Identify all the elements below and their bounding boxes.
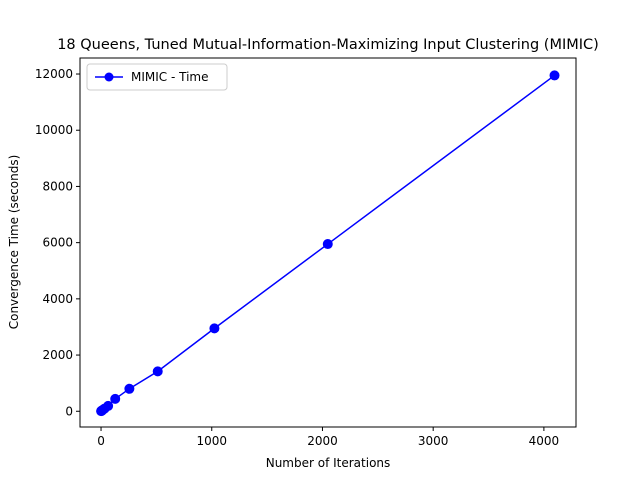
legend: MIMIC - Time [86, 63, 228, 91]
y-tick-label: 12000 [35, 67, 73, 81]
x-tick-label: 2000 [307, 434, 338, 448]
y-tick-label: 0 [65, 404, 73, 418]
series-layer [96, 70, 560, 417]
x-tick-label: 0 [97, 434, 105, 448]
chart-title: 18 Queens, Tuned Mutual-Information-Maxi… [57, 37, 599, 53]
x-axis-ticks: 0 1000 2000 3000 4000 [97, 427, 559, 448]
legend-marker-swatch [104, 72, 114, 82]
data-point [322, 239, 333, 250]
data-point [152, 366, 163, 377]
data-point [124, 383, 135, 394]
y-tick-label: 6000 [42, 236, 73, 250]
data-point [110, 393, 121, 404]
x-tick-label: 3000 [418, 434, 449, 448]
legend-box [86, 63, 228, 91]
y-axis-ticks: 0 2000 4000 6000 8000 10000 12000 [35, 67, 80, 418]
y-tick-label: 10000 [35, 123, 73, 137]
data-point [103, 400, 114, 411]
legend-entry-label: MIMIC - Time [131, 70, 209, 84]
y-axis-label: Convergence Time (seconds) [7, 155, 21, 330]
x-tick-label: 4000 [529, 434, 560, 448]
y-tick-label: 8000 [42, 179, 73, 193]
y-tick-label: 4000 [42, 292, 73, 306]
data-point [209, 323, 220, 334]
x-tick-label: 1000 [196, 434, 227, 448]
y-tick-label: 2000 [42, 348, 73, 362]
x-axis-label: Number of Iterations [266, 456, 391, 470]
data-point [549, 70, 560, 81]
